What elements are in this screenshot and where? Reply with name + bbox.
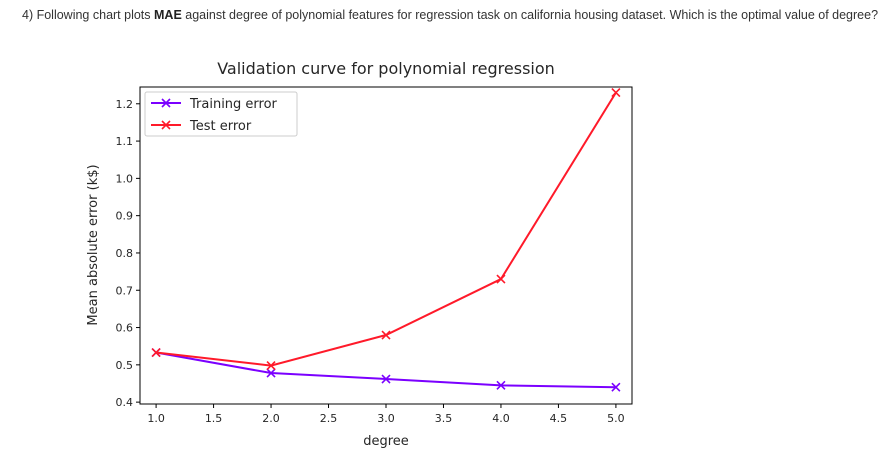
series-lines: [151, 88, 621, 392]
training-error-point: [611, 382, 621, 392]
test-error-point: [611, 88, 621, 98]
training-error-point: [381, 374, 391, 384]
x-tick-label: 2.5: [320, 412, 338, 425]
y-axis-ticks: 0.4 0.5 0.6 0.7 0.8 0.9 1.0 1.1 1.2: [116, 98, 140, 409]
x-tick-label: 4.5: [550, 412, 568, 425]
x-tick-label: 1.0: [147, 412, 165, 425]
x-tick-label: 1.5: [205, 412, 223, 425]
chart-title: Validation curve for polynomial regressi…: [217, 59, 555, 78]
question-prefix: 4) Following chart plots: [22, 8, 155, 22]
x-axis-ticks: 1.0 1.5 2.0 2.5 3.0 3.5 4.0 4.5 5.0: [147, 404, 625, 425]
y-tick-label: 0.5: [116, 359, 134, 372]
y-tick-label: 0.7: [116, 284, 134, 297]
x-tick-label: 5.0: [607, 412, 625, 425]
test-error-point: [151, 347, 161, 358]
legend-label: Test error: [189, 119, 252, 134]
training-error-point: [266, 368, 276, 378]
legend-label: Training error: [189, 97, 278, 112]
legend-swatch-marker: [161, 98, 171, 108]
legend-entry-training-error: Training error: [151, 97, 278, 112]
x-tick-label: 3.5: [435, 412, 453, 425]
y-tick-label: 0.6: [116, 322, 134, 335]
question-suffix: against degree of polynomial features fo…: [181, 8, 879, 22]
test-error-point: [266, 361, 276, 371]
y-tick-label: 1.0: [116, 172, 134, 185]
y-tick-label: 0.4: [116, 396, 134, 409]
training-error-line: [155, 351, 616, 389]
legend-box: [144, 91, 298, 137]
question-text: 4) Following chart plots MAE against deg…: [22, 8, 878, 22]
chart-legend: Training error Test error: [144, 91, 298, 137]
x-tick-label: 3.0: [377, 412, 395, 425]
question-bold-term: MAE: [154, 8, 182, 22]
training-error-series: [151, 347, 621, 392]
x-axis-label: degree: [363, 434, 409, 449]
y-tick-label: 0.9: [116, 210, 134, 223]
y-tick-label: 1.2: [116, 98, 134, 111]
legend-swatch-marker: [161, 120, 171, 130]
y-tick-label: 1.1: [116, 135, 134, 148]
legend-entry-test-error: Test error: [151, 119, 252, 134]
training-error-point: [496, 380, 506, 390]
test-error-point: [381, 330, 391, 340]
x-tick-label: 2.0: [262, 412, 280, 425]
y-axis-label: Mean absolute error (k$): [86, 164, 101, 325]
test-error-point: [496, 274, 506, 284]
test-error-series: [151, 88, 621, 371]
x-tick-label: 4.0: [492, 412, 510, 425]
y-tick-label: 0.8: [116, 247, 134, 260]
